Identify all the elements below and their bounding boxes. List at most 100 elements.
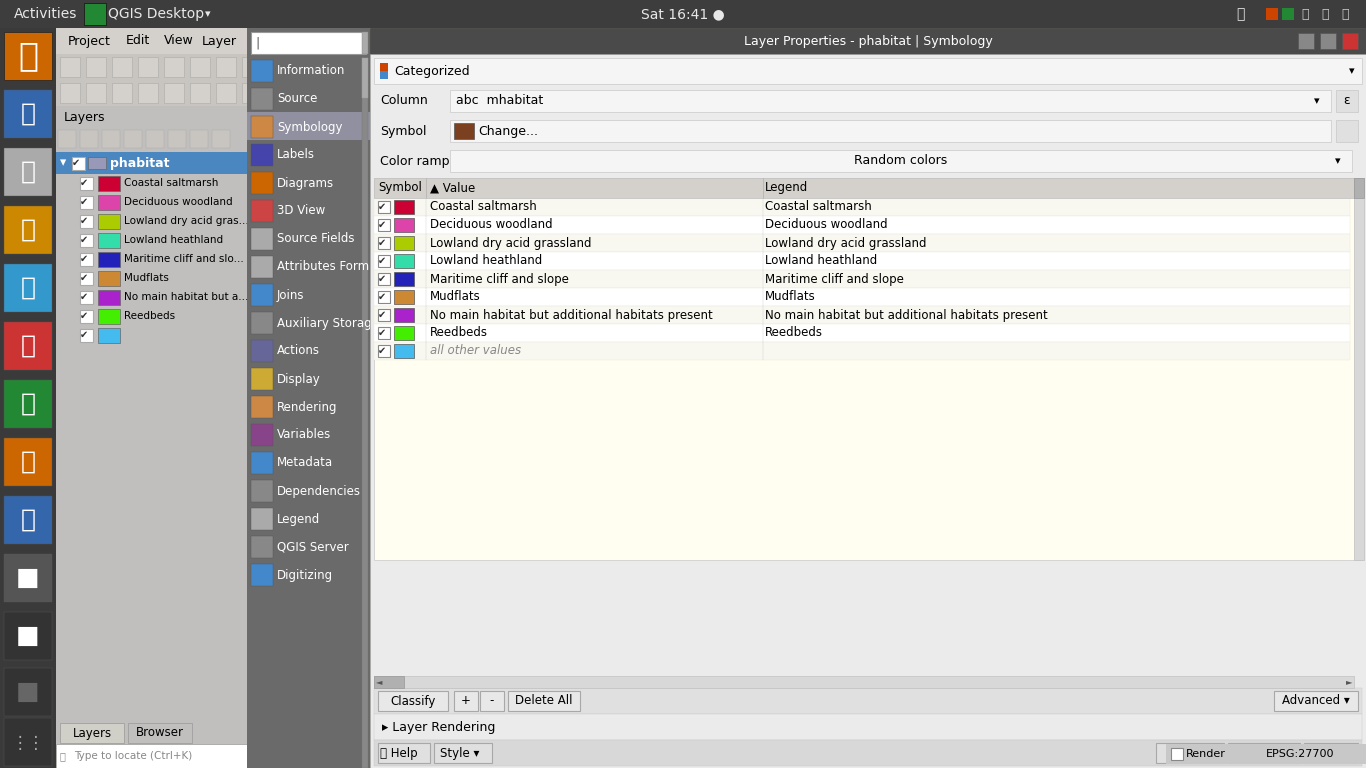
Text: ✔: ✔ <box>378 220 387 230</box>
Text: ⋮⋮: ⋮⋮ <box>11 734 45 752</box>
Bar <box>60 723 124 743</box>
Text: View: View <box>164 35 193 48</box>
Bar <box>294 83 314 103</box>
Text: Rendering: Rendering <box>277 400 337 413</box>
Text: -: - <box>490 694 494 707</box>
Text: ■: ■ <box>16 624 40 648</box>
Text: ✔: ✔ <box>81 311 89 321</box>
Text: Legend: Legend <box>277 512 320 525</box>
Bar <box>374 252 1350 270</box>
Bar <box>374 178 1362 198</box>
Bar <box>378 273 391 285</box>
Bar <box>98 328 120 343</box>
Bar <box>320 83 340 103</box>
Bar <box>380 63 388 71</box>
Text: ✔: ✔ <box>81 235 89 245</box>
Text: Mudflats: Mudflats <box>124 273 169 283</box>
Bar <box>0 0 1366 28</box>
Text: Lowland heathland: Lowland heathland <box>430 254 542 267</box>
Bar <box>72 157 85 170</box>
Bar <box>378 345 391 357</box>
Text: ✖ Cancel: ✖ Cancel <box>1238 746 1291 760</box>
Text: Reedbeds: Reedbeds <box>765 326 822 339</box>
Bar <box>242 83 262 103</box>
Text: abc  mhabitat: abc mhabitat <box>456 94 544 108</box>
Bar <box>251 200 273 222</box>
Text: ✔: ✔ <box>81 178 89 188</box>
Text: ❓ Help: ❓ Help <box>380 746 418 760</box>
Text: Change...: Change... <box>478 124 538 137</box>
Text: ✔: ✔ <box>378 202 387 212</box>
Bar <box>87 157 107 169</box>
Bar <box>508 691 581 711</box>
Text: Deciduous woodland: Deciduous woodland <box>124 197 232 207</box>
Text: Render: Render <box>1186 749 1225 759</box>
Bar <box>56 744 253 768</box>
Bar <box>1156 743 1224 763</box>
Bar <box>247 28 370 768</box>
Text: Metadata: Metadata <box>277 456 333 469</box>
Bar <box>98 271 120 286</box>
Text: Coastal saltmarsh: Coastal saltmarsh <box>124 178 219 188</box>
Bar <box>112 83 133 103</box>
Text: ►: ► <box>1346 677 1352 687</box>
Text: 🔔: 🔔 <box>1341 8 1348 21</box>
Text: No main habitat but a...: No main habitat but a... <box>124 292 249 302</box>
Text: Style ▾: Style ▾ <box>440 746 479 760</box>
Bar <box>56 80 1366 106</box>
Text: ✔ OK: ✔ OK <box>1315 746 1347 760</box>
Bar <box>449 120 1330 142</box>
Bar <box>81 234 93 247</box>
Bar <box>56 54 1366 80</box>
Bar <box>374 270 1350 288</box>
Bar <box>1167 744 1366 764</box>
Bar <box>393 308 414 322</box>
Bar <box>0 28 56 768</box>
Text: ε: ε <box>1344 94 1351 108</box>
Bar <box>1354 178 1365 560</box>
Text: ✔: ✔ <box>81 197 89 207</box>
Text: Information: Information <box>277 65 346 78</box>
Bar <box>216 83 236 103</box>
Bar <box>83 3 107 25</box>
Text: 🦊: 🦊 <box>18 39 38 72</box>
Text: ▾: ▾ <box>1314 96 1320 106</box>
Bar <box>393 254 414 268</box>
Bar <box>81 310 93 323</box>
Text: ✔: ✔ <box>81 216 89 226</box>
Bar <box>374 118 1362 144</box>
Text: ✔ Apply: ✔ Apply <box>1167 746 1213 760</box>
Text: 🎵: 🎵 <box>20 218 36 242</box>
Text: Digitizing: Digitizing <box>277 568 333 581</box>
Bar <box>374 342 1350 360</box>
Text: Advanced ▾: Advanced ▾ <box>1283 694 1350 707</box>
Bar <box>378 237 391 249</box>
Text: Actions: Actions <box>277 345 320 357</box>
Bar <box>362 58 367 768</box>
Text: Delete All: Delete All <box>515 694 572 707</box>
Bar <box>128 723 193 743</box>
Bar <box>374 288 1350 306</box>
Bar <box>164 83 184 103</box>
Bar <box>138 83 158 103</box>
Text: Sat 16:41 ●: Sat 16:41 ● <box>641 7 725 21</box>
Text: Labels: Labels <box>277 148 316 161</box>
Text: No main habitat but additional habitats present: No main habitat but additional habitats … <box>430 309 713 322</box>
Bar <box>393 236 414 250</box>
Bar <box>212 130 229 148</box>
Text: Color ramp: Color ramp <box>380 154 449 167</box>
Bar <box>454 123 474 139</box>
Bar <box>479 691 504 711</box>
Bar <box>251 564 273 586</box>
Bar <box>98 309 120 324</box>
Bar <box>378 291 391 303</box>
Bar <box>98 290 120 305</box>
Bar <box>251 452 273 474</box>
Bar <box>247 112 370 140</box>
Bar <box>98 233 120 248</box>
Text: Coastal saltmarsh: Coastal saltmarsh <box>765 200 872 214</box>
Text: Legend: Legend <box>765 181 809 194</box>
Text: QGIS Desktop: QGIS Desktop <box>108 7 204 21</box>
Text: Project: Project <box>68 35 111 48</box>
Text: Lowland dry acid gras...: Lowland dry acid gras... <box>124 216 249 226</box>
